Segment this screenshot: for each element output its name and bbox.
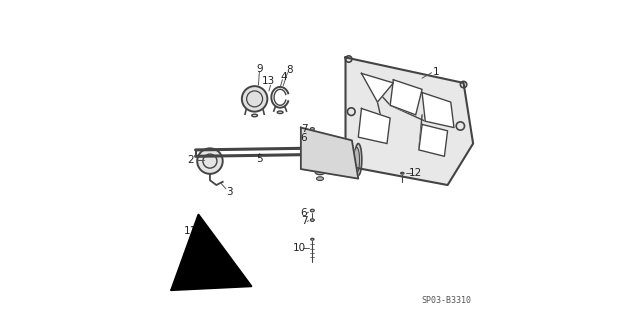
Text: 3: 3 — [226, 187, 232, 197]
Ellipse shape — [310, 219, 314, 221]
Ellipse shape — [317, 177, 323, 181]
Polygon shape — [362, 73, 394, 102]
Text: SP03-B3310: SP03-B3310 — [422, 296, 472, 305]
Text: 12: 12 — [409, 168, 422, 178]
Polygon shape — [346, 57, 473, 185]
Text: 7: 7 — [301, 124, 307, 134]
Text: 5: 5 — [256, 154, 262, 165]
Text: 9: 9 — [256, 63, 262, 74]
Text: FR.: FR. — [184, 263, 205, 281]
Ellipse shape — [354, 147, 360, 173]
Text: 2: 2 — [188, 155, 194, 165]
Circle shape — [346, 56, 352, 62]
Ellipse shape — [202, 229, 207, 232]
Ellipse shape — [277, 111, 283, 114]
Circle shape — [197, 148, 223, 174]
Ellipse shape — [311, 238, 314, 240]
Ellipse shape — [316, 170, 324, 175]
Circle shape — [340, 156, 344, 160]
Text: 10: 10 — [292, 243, 306, 253]
Ellipse shape — [310, 137, 314, 139]
Circle shape — [314, 140, 330, 156]
Circle shape — [460, 81, 467, 88]
Polygon shape — [358, 108, 390, 144]
Text: 6: 6 — [301, 133, 307, 143]
Ellipse shape — [401, 172, 404, 174]
Text: 8: 8 — [286, 64, 293, 75]
Text: 6: 6 — [301, 208, 307, 218]
Ellipse shape — [310, 128, 314, 130]
Circle shape — [348, 108, 355, 115]
Text: 13: 13 — [262, 76, 275, 86]
Circle shape — [242, 86, 268, 112]
FancyArrowPatch shape — [172, 215, 252, 290]
Text: 4: 4 — [281, 71, 287, 82]
Polygon shape — [419, 124, 447, 156]
Text: 7: 7 — [301, 216, 307, 226]
Circle shape — [456, 122, 465, 130]
Ellipse shape — [252, 114, 257, 117]
Polygon shape — [301, 128, 358, 179]
Text: 1: 1 — [433, 67, 440, 77]
Ellipse shape — [310, 209, 314, 212]
Ellipse shape — [355, 144, 362, 175]
Circle shape — [337, 152, 348, 164]
Circle shape — [319, 145, 324, 152]
Polygon shape — [390, 80, 422, 115]
Polygon shape — [422, 93, 454, 128]
Text: 11: 11 — [184, 226, 197, 236]
